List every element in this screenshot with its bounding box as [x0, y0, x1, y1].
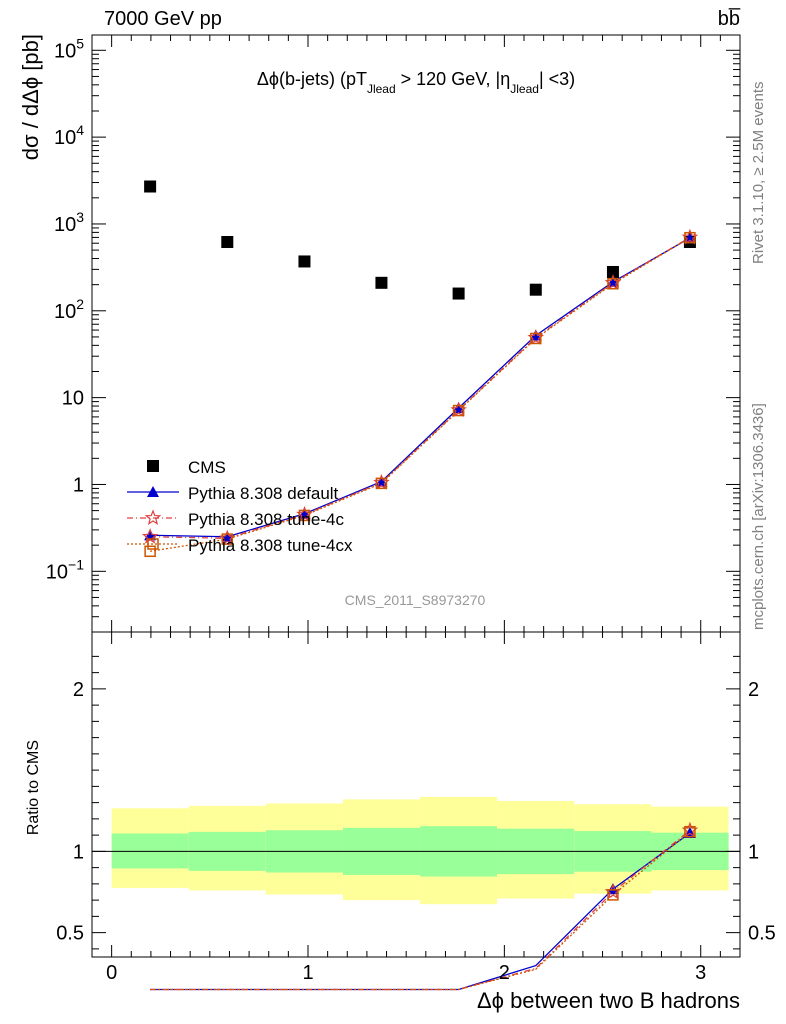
legend-marker — [147, 460, 159, 472]
y-tick-label: 1 — [73, 474, 84, 496]
y-tick-label: 104 — [54, 122, 84, 149]
legend-label: Pythia 8.308 tune-4c — [188, 510, 344, 529]
ratio-tick-label-left: 0.5 — [56, 923, 84, 945]
axis-ticks — [91, 35, 740, 957]
data-point — [375, 276, 388, 289]
data-point — [298, 509, 311, 522]
x-axis-title: Δϕ between two B hadrons — [477, 988, 740, 1013]
ratio-axis-title: Ratio to CMS — [25, 740, 42, 835]
ratio-point — [684, 825, 696, 838]
legend-label: Pythia 8.308 default — [188, 484, 339, 503]
data-point — [529, 283, 542, 296]
legend-marker — [144, 509, 162, 526]
ratio-tick-label-right: 0.5 — [748, 923, 776, 945]
data-point — [221, 235, 234, 248]
series-line-main — [150, 237, 691, 538]
ratio-point — [606, 883, 619, 895]
legend: CMS Pythia 8.308 default Pythia 8.308 tune… — [127, 458, 353, 555]
header-process-label: bb̅ — [717, 8, 740, 30]
data-point — [298, 255, 311, 268]
x-tick-label: 2 — [499, 962, 510, 984]
legend-label: Pythia 8.308 tune-4cx — [188, 536, 353, 555]
plot-title: Δϕ(b-jets) (pTJlead > 120 GeV, |ηJlead| … — [257, 69, 575, 96]
analysis-tag: CMS_2011_S8973270 — [345, 592, 486, 608]
legend-label: CMS — [188, 458, 226, 477]
data-point — [375, 477, 388, 490]
y-axis-title: dσ / dΔϕ [pb] — [18, 34, 43, 160]
data-point — [452, 404, 465, 417]
data-point — [530, 332, 542, 345]
x-tick-label: 1 — [302, 962, 313, 984]
x-tick-label: 0 — [106, 962, 117, 984]
y-tick-label: 10−1 — [46, 556, 84, 583]
data-point — [221, 533, 234, 545]
ratio-plot-frame — [91, 631, 741, 958]
data-point — [452, 287, 465, 300]
plot-frames — [91, 34, 741, 958]
y-tick-label: 10 — [62, 388, 84, 410]
data-point — [144, 545, 156, 558]
y-tick-label: 103 — [54, 209, 84, 236]
x-tick-label: 3 — [695, 962, 706, 984]
series-line-ratio — [150, 831, 691, 991]
data-point — [606, 265, 619, 278]
y-tick-label: 102 — [54, 296, 84, 323]
ratio-tick-label-left: 2 — [73, 679, 84, 701]
ratio-tick-label-right: 1 — [748, 841, 759, 863]
ratio-uncertainty-bands — [92, 796, 740, 905]
ratio-tick-label-left: 1 — [73, 841, 84, 863]
axis-labels: 0 1 2 3 10−1 1 10 102 103 104 105 0.5 0.5 1 1 2 2 Δϕ betw… — [18, 34, 776, 1013]
ratio-point — [607, 889, 619, 901]
header-energy-label: 7000 GeV pp — [104, 8, 222, 30]
series-lines — [150, 236, 691, 991]
data-point — [684, 231, 696, 244]
y-tick-label: 105 — [54, 35, 84, 62]
data-point — [144, 180, 157, 193]
series-line-main — [150, 237, 691, 552]
data-point — [607, 277, 619, 290]
ratio-tick-label-right: 2 — [748, 679, 759, 701]
